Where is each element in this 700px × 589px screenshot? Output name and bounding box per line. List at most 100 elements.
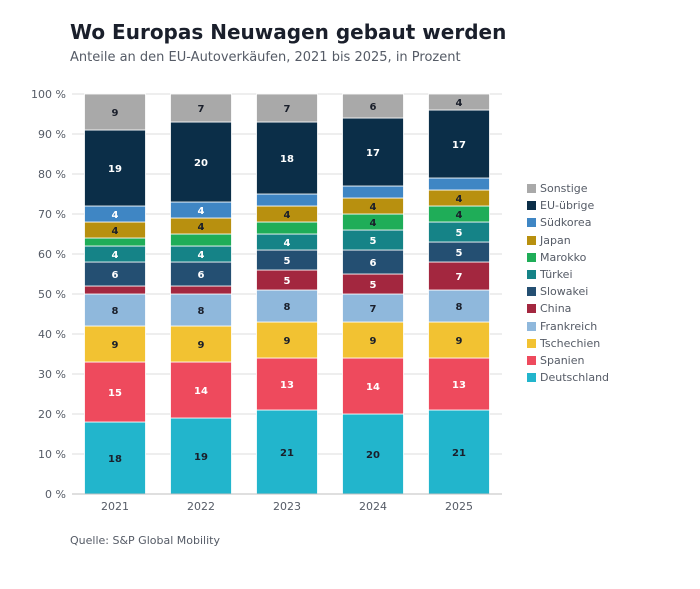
data-label: 9 bbox=[370, 336, 377, 347]
y-tick-label: 50 % bbox=[38, 288, 66, 301]
bar-segment bbox=[428, 321, 490, 359]
legend-label: Marokko bbox=[540, 250, 587, 264]
bar-segment bbox=[170, 361, 232, 419]
data-label: 18 bbox=[280, 154, 294, 165]
bar-segment bbox=[170, 93, 232, 123]
bar-segment bbox=[342, 357, 404, 415]
legend-item: Spanien bbox=[527, 352, 609, 369]
bar-segment bbox=[84, 361, 146, 423]
data-label: 4 bbox=[284, 210, 291, 221]
data-label: 20 bbox=[366, 450, 380, 461]
y-tick-label: 90 % bbox=[38, 128, 66, 141]
y-tick-label: 40 % bbox=[38, 328, 66, 341]
bar-segment bbox=[342, 93, 404, 119]
legend-label: Frankreich bbox=[540, 319, 598, 333]
chart-legend: Sonstige EU-übrige Südkorea Japan Marokko Tür… bbox=[527, 180, 609, 386]
data-label: 18 bbox=[108, 454, 122, 465]
legend-item: China bbox=[527, 300, 609, 317]
legend-label: Spanien bbox=[540, 353, 585, 367]
data-label: 6 bbox=[198, 270, 205, 281]
legend-swatch bbox=[527, 270, 536, 280]
data-label: 6 bbox=[370, 258, 377, 269]
legend-item: Südkorea bbox=[527, 214, 609, 231]
legend-swatch bbox=[527, 235, 536, 245]
data-label: 5 bbox=[284, 276, 291, 287]
legend-item: Marokko bbox=[527, 249, 609, 266]
data-label: 4 bbox=[456, 210, 463, 221]
data-label: 4 bbox=[198, 250, 205, 261]
legend-swatch bbox=[527, 287, 536, 297]
bar-segment bbox=[84, 261, 146, 287]
legend-swatch bbox=[527, 321, 536, 331]
legend-item: Frankreich bbox=[527, 318, 609, 335]
data-label: 8 bbox=[456, 302, 463, 313]
data-label: 6 bbox=[370, 102, 377, 113]
y-tick-label: 20 % bbox=[38, 408, 66, 421]
legend-swatch bbox=[527, 184, 536, 194]
legend-label: Slowakei bbox=[540, 285, 589, 299]
legend-swatch bbox=[527, 355, 536, 365]
bar-segment bbox=[84, 285, 146, 295]
data-label: 21 bbox=[452, 448, 466, 459]
data-label: 9 bbox=[112, 340, 119, 351]
bar-segment bbox=[342, 413, 404, 495]
legend-swatch bbox=[527, 218, 536, 228]
y-tick-label: 10 % bbox=[38, 448, 66, 461]
data-label: 7 bbox=[370, 304, 377, 315]
legend-swatch bbox=[527, 338, 536, 348]
data-label: 19 bbox=[108, 164, 122, 175]
legend-item: EU-übrige bbox=[527, 197, 609, 214]
data-label: 5 bbox=[370, 236, 377, 247]
legend-label: Tschechien bbox=[540, 336, 601, 350]
data-label: 17 bbox=[366, 148, 380, 159]
bar-segment bbox=[428, 261, 490, 291]
legend-swatch bbox=[527, 373, 536, 383]
bar-segment bbox=[84, 293, 146, 327]
legend-item: Türkei bbox=[527, 266, 609, 283]
data-label: 13 bbox=[452, 380, 466, 391]
data-label: 17 bbox=[452, 140, 466, 151]
data-label: 6 bbox=[112, 270, 119, 281]
data-label: 8 bbox=[198, 306, 205, 317]
bar-segment bbox=[256, 93, 318, 123]
data-label: 7 bbox=[284, 104, 291, 115]
bar-segment bbox=[342, 117, 404, 187]
legend-item: Tschechien bbox=[527, 335, 609, 352]
data-label: 4 bbox=[370, 218, 377, 229]
legend-label: Japan bbox=[540, 233, 571, 247]
legend-label: EU-übrige bbox=[540, 199, 595, 213]
bar-segment bbox=[256, 221, 318, 235]
legend-item: Japan bbox=[527, 232, 609, 249]
bar-segment bbox=[428, 177, 490, 191]
legend-swatch bbox=[527, 304, 536, 314]
bar-segment bbox=[84, 325, 146, 363]
data-label: 9 bbox=[284, 336, 291, 347]
bar-segment bbox=[256, 121, 318, 195]
data-label: 8 bbox=[112, 306, 119, 317]
y-tick-label: 80 % bbox=[38, 168, 66, 181]
data-label: 7 bbox=[456, 272, 463, 283]
data-label: 4 bbox=[456, 98, 463, 109]
bar-segment bbox=[428, 93, 490, 111]
data-label: 14 bbox=[366, 382, 380, 393]
bar-segment bbox=[428, 109, 490, 179]
bar-segment bbox=[256, 193, 318, 207]
data-label: 21 bbox=[280, 448, 294, 459]
bar-segment bbox=[428, 289, 490, 323]
data-label: 4 bbox=[112, 250, 119, 261]
data-label: 8 bbox=[284, 302, 291, 313]
legend-label: Türkei bbox=[540, 268, 573, 282]
legend-label: China bbox=[540, 302, 572, 316]
data-label: 19 bbox=[194, 452, 208, 463]
legend-label: Deutschland bbox=[540, 371, 610, 385]
bar-segment bbox=[342, 249, 404, 275]
data-label: 7 bbox=[198, 104, 205, 115]
data-label: 5 bbox=[456, 228, 463, 239]
y-tick-label: 30 % bbox=[38, 368, 66, 381]
data-label: 4 bbox=[284, 238, 291, 249]
bar-segment bbox=[170, 293, 232, 327]
data-label: 9 bbox=[198, 340, 205, 351]
data-label: 4 bbox=[370, 202, 377, 213]
y-tick-label: 60 % bbox=[38, 248, 66, 261]
